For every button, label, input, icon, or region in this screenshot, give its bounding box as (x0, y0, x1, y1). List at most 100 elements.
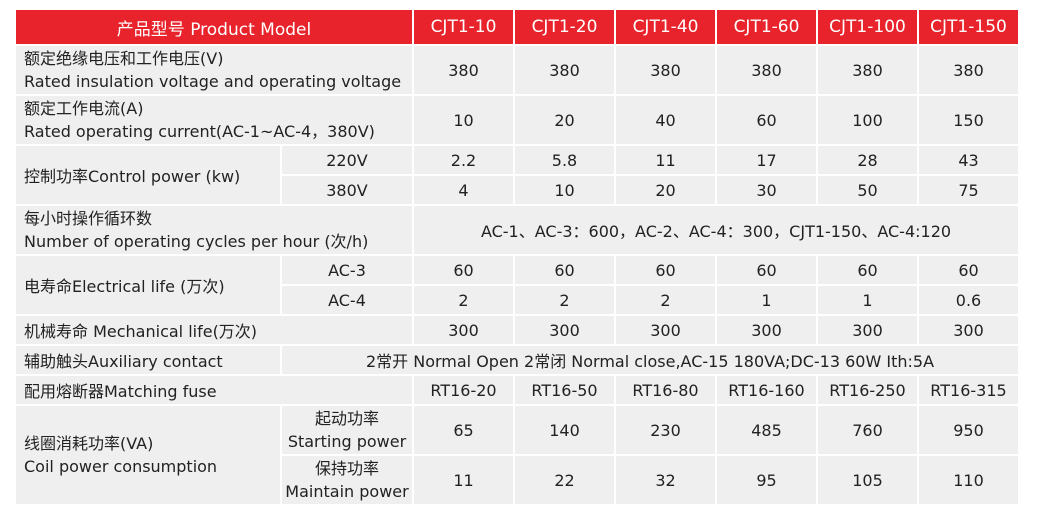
value: 300 (412, 314, 515, 346)
value: RT16-80 (614, 374, 717, 406)
value: 17 (715, 144, 818, 176)
value: 30 (715, 174, 818, 206)
value: 2 (412, 284, 515, 316)
value: 110 (917, 454, 1020, 506)
model: CJT1-60 (715, 8, 818, 46)
label-line: 额定绝缘电压和工作电压(V) (24, 49, 224, 68)
value: 10 (513, 174, 616, 206)
model: CJT1-150 (917, 8, 1020, 46)
row: 电寿命Electrical life (万次) AC-3 60 60 60 60 60 60 (14, 254, 1020, 316)
value: 485 (715, 404, 818, 456)
value: 20 (513, 94, 616, 146)
value: RT16-50 (513, 374, 616, 406)
sub-label: AC-3 (280, 254, 414, 286)
value: 32 (614, 454, 717, 506)
value: 760 (816, 404, 919, 456)
label-line: 每小时操作循环数 (24, 209, 153, 228)
row-label: 控制功率Control power (kw) (14, 144, 282, 206)
value: 4 (412, 174, 515, 206)
value: RT16-250 (816, 374, 919, 406)
value: 60 (715, 254, 818, 286)
row: 辅助触头Auxiliary contact 2常开 Normal Open 2常闭… (14, 344, 1020, 376)
row: 保持功率 Maintain power 11 22 32 95 105 110 (15, 454, 1020, 506)
value: 300 (816, 314, 919, 346)
label-line: 线圈消耗功率(VA) (24, 434, 154, 453)
value: 10 (412, 94, 515, 146)
label-line: 起动功率 (314, 409, 379, 428)
value: RT16-20 (412, 374, 515, 406)
model: CJT1-20 (513, 8, 616, 46)
row-label: 额定绝缘电压和工作电压(V) Rated insulation voltage a… (14, 44, 414, 96)
value: 5.8 (513, 144, 616, 176)
row-label: 每小时操作循环数 Number of operating cycles per h… (14, 204, 414, 256)
value: 380 (715, 44, 818, 96)
value: 105 (816, 454, 919, 506)
row-label: 辅助触头Auxiliary contact (14, 344, 282, 376)
row: AC-4 2 2 2 1 1 0.6 (15, 284, 1020, 316)
row-label: 额定工作电流(A) Rated operating current(AC-1~AC… (14, 94, 414, 146)
value: 11 (412, 454, 515, 506)
row: 额定绝缘电压和工作电压(V) Rated insulation voltage a… (14, 44, 1020, 96)
sub-label: AC-4 (280, 284, 414, 316)
row-label: 电寿命Electrical life (万次) (14, 254, 282, 316)
model: CJT1-10 (412, 8, 515, 46)
label-line: 保持功率 (314, 459, 379, 478)
label-line: Number of operating cycles per hour (次/h… (24, 232, 369, 251)
row: 380V 4 10 20 30 50 75 (15, 174, 1020, 206)
header-label: 产品型号 Product Model (14, 8, 414, 46)
sub-label: 380V (280, 174, 414, 206)
value: 2.2 (412, 144, 515, 176)
value: 60 (614, 254, 717, 286)
spec-table: 产品型号 Product Model CJT1-10 CJT1-20 CJT1-40 C… (14, 8, 1020, 506)
value: 75 (917, 174, 1020, 206)
value: 950 (917, 404, 1020, 456)
row: 控制功率Control power (kw) 220V 2.2 5.8 11 17 28 43 (14, 144, 1020, 206)
row-label: 配用熔断器Matching fuse (14, 374, 414, 406)
value: RT16-160 (715, 374, 818, 406)
row: 配用熔断器Matching fuse RT16-20 RT16-50 RT16-80 R… (14, 374, 1020, 406)
value: 140 (513, 404, 616, 456)
value: 40 (614, 94, 717, 146)
value: 60 (513, 254, 616, 286)
value: 100 (816, 94, 919, 146)
value: 300 (614, 314, 717, 346)
row: 每小时操作循环数 Number of operating cycles per h… (14, 204, 1020, 256)
sub-label: 保持功率 Maintain power (280, 454, 414, 506)
row-label: 线圈消耗功率(VA) Coil power consumption (14, 404, 282, 506)
label-line: Coil power consumption (24, 457, 218, 476)
value: 1 (715, 284, 818, 316)
value: 300 (513, 314, 616, 346)
model: CJT1-40 (614, 8, 717, 46)
row: 机械寿命 Mechanical life(万次) 300 300 300 300 300 3… (14, 314, 1020, 346)
value: 0.6 (917, 284, 1020, 316)
label-line: Starting power (287, 432, 407, 451)
value: 60 (816, 254, 919, 286)
label-line: Maintain power (285, 482, 409, 501)
value: AC-1、AC-3：600，AC-2、AC-4：300，CJT1-150、AC-… (412, 204, 1020, 256)
value: 2 (513, 284, 616, 316)
value: 2 (614, 284, 717, 316)
value: 300 (917, 314, 1020, 346)
value: 380 (412, 44, 515, 96)
value: 150 (917, 94, 1020, 146)
value: 380 (816, 44, 919, 96)
value: 300 (715, 314, 818, 346)
sub-label: 220V (280, 144, 414, 176)
label-line: 额定工作电流(A) (24, 99, 144, 118)
value: RT16-315 (917, 374, 1020, 406)
label-line: Rated insulation voltage and operating v… (24, 72, 402, 91)
row: 线圈消耗功率(VA) Coil power consumption 起动功率 Star… (14, 404, 1020, 506)
model: CJT1-100 (816, 8, 919, 46)
value: 11 (614, 144, 717, 176)
value: 380 (614, 44, 717, 96)
row-label: 机械寿命 Mechanical life(万次) (14, 314, 414, 346)
value: 60 (715, 94, 818, 146)
sub-label: 起动功率 Starting power (280, 404, 414, 456)
value: 50 (816, 174, 919, 206)
value: 60 (412, 254, 515, 286)
value: 380 (917, 44, 1020, 96)
value: 2常开 Normal Open 2常闭 Normal close,AC-15 1… (280, 344, 1020, 376)
value: 28 (816, 144, 919, 176)
value: 22 (513, 454, 616, 506)
label-line: Rated operating current(AC-1~AC-4，380V) (24, 122, 375, 141)
